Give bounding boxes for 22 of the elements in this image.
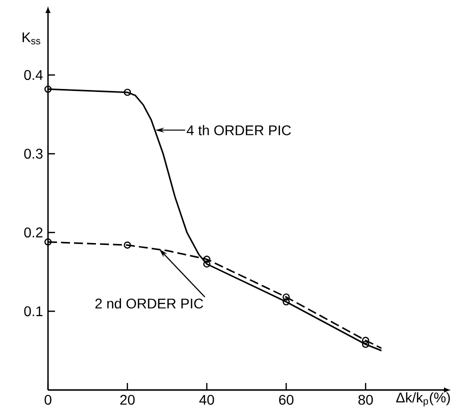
x-tick-label: 80 <box>358 394 373 405</box>
x-axis-title: Δk/k$_{p}$(%) <box>396 392 450 407</box>
point <box>203 256 210 263</box>
y-axis-title: K$_{ss}$ <box>22 32 40 44</box>
point <box>362 336 370 344</box>
point <box>124 242 132 249</box>
annotation: 4 th ORDER PIC <box>186 124 291 136</box>
point <box>124 88 132 96</box>
y-tick-label: 0.4 <box>24 70 43 80</box>
point <box>282 298 290 306</box>
x-tick-label: 60 <box>279 394 294 405</box>
y-tick-label: 0.2 <box>24 228 42 238</box>
point <box>44 238 52 246</box>
y-tick-label: 0.1 <box>24 306 42 316</box>
point <box>362 340 370 348</box>
point <box>203 260 210 268</box>
x-tick-label: 20 <box>120 394 135 405</box>
annotation: 2 nd ORDER PIC <box>95 298 204 309</box>
y-tick-label: 0.3 <box>24 148 43 159</box>
x-tick-label: 0 <box>44 394 52 405</box>
x-tick-label: 40 <box>199 394 214 405</box>
point <box>282 293 290 301</box>
